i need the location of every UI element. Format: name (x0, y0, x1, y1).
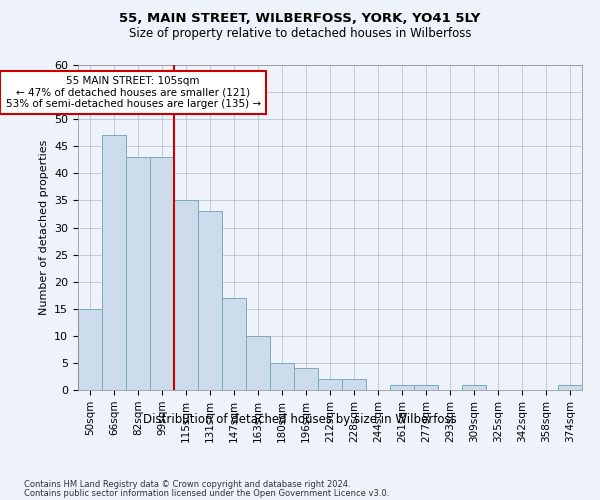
Bar (294, 368, 318, 390)
Text: Contains public sector information licensed under the Open Government Licence v3: Contains public sector information licen… (24, 490, 389, 498)
Bar (246, 336, 270, 390)
Bar (150, 157, 174, 390)
Bar (222, 298, 246, 390)
Bar (414, 384, 438, 390)
Bar (342, 379, 366, 390)
Bar (390, 384, 414, 390)
Bar (174, 200, 198, 390)
Bar (558, 384, 582, 390)
Bar (102, 136, 126, 390)
Bar (78, 308, 102, 390)
Bar (318, 379, 342, 390)
Text: 55 MAIN STREET: 105sqm
← 47% of detached houses are smaller (121)
53% of semi-de: 55 MAIN STREET: 105sqm ← 47% of detached… (5, 76, 261, 109)
Bar (270, 363, 294, 390)
Bar (126, 157, 150, 390)
Y-axis label: Number of detached properties: Number of detached properties (38, 140, 49, 315)
Bar (198, 211, 222, 390)
Text: Distribution of detached houses by size in Wilberfoss: Distribution of detached houses by size … (143, 412, 457, 426)
Text: 55, MAIN STREET, WILBERFOSS, YORK, YO41 5LY: 55, MAIN STREET, WILBERFOSS, YORK, YO41 … (119, 12, 481, 26)
Text: Contains HM Land Registry data © Crown copyright and database right 2024.: Contains HM Land Registry data © Crown c… (24, 480, 350, 489)
Bar (462, 384, 486, 390)
Text: Size of property relative to detached houses in Wilberfoss: Size of property relative to detached ho… (129, 28, 471, 40)
